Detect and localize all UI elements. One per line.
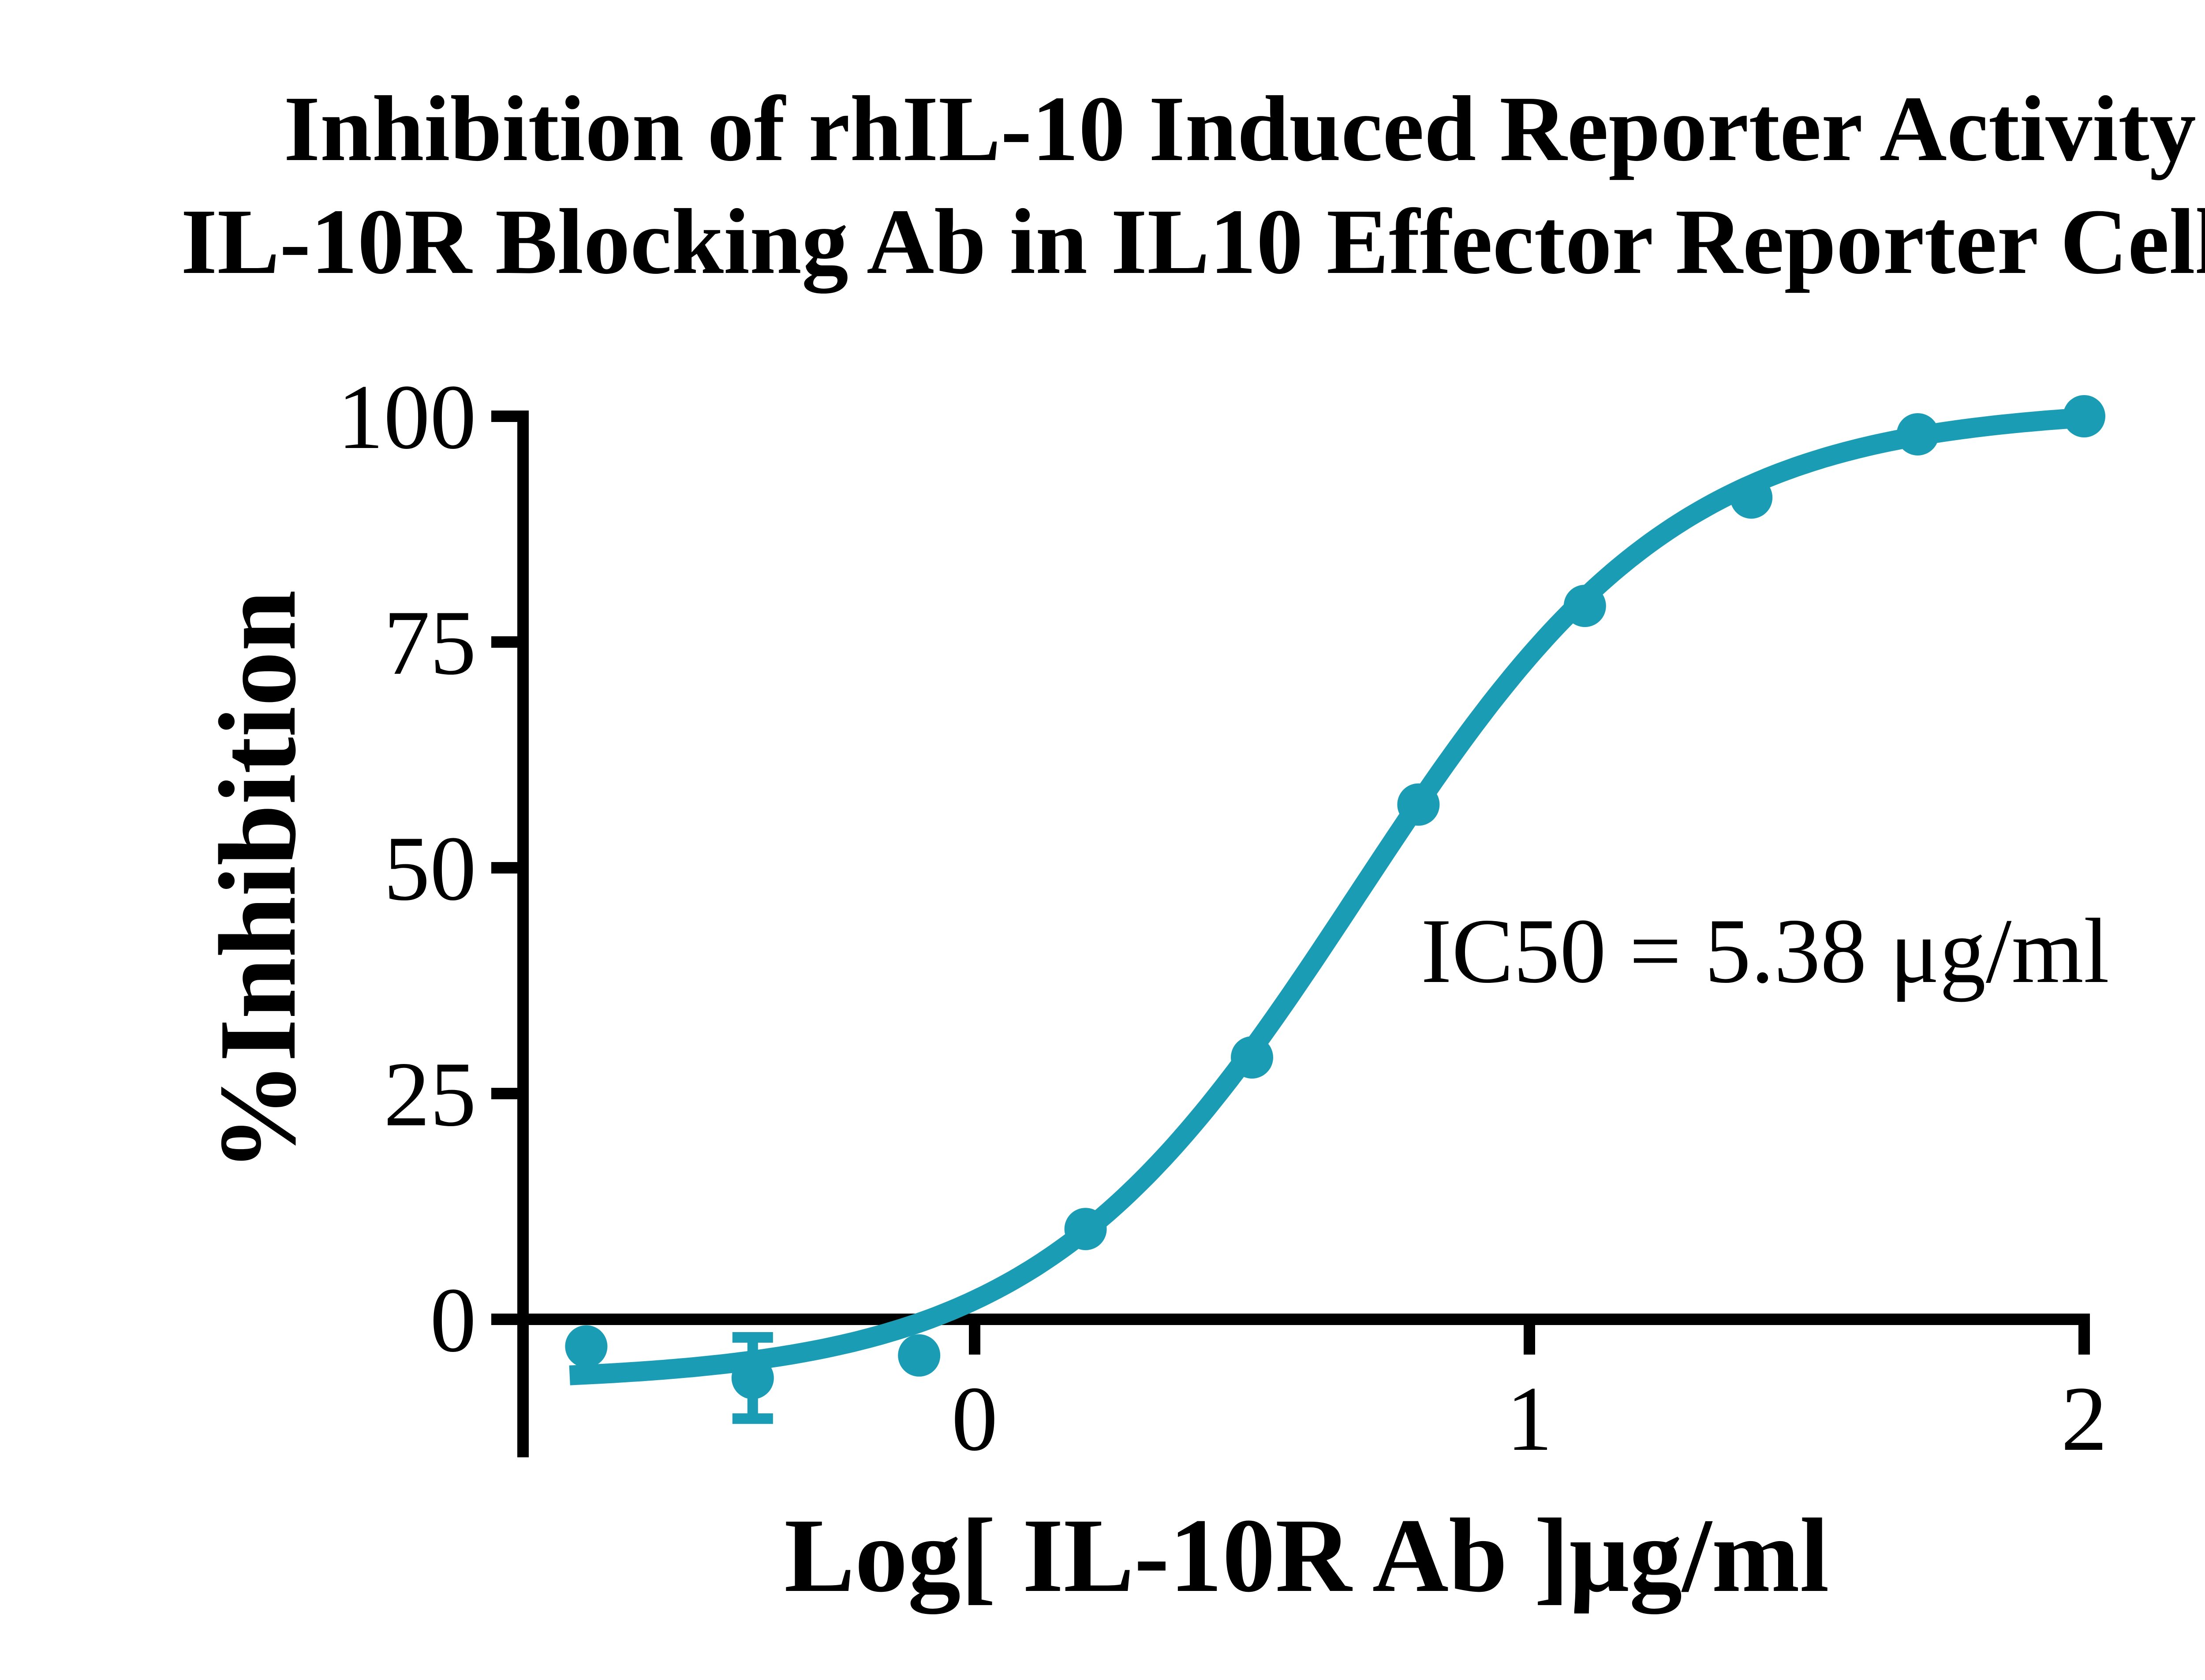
data-point — [1730, 476, 1773, 519]
data-point — [1397, 783, 1440, 826]
chart-title-line1: Inhibition of rhIL-10 Induced Reporter A… — [284, 77, 2205, 180]
plot-area: 0 25 50 75 100 0 1 2 — [337, 366, 2108, 1470]
y-tick-label: 0 — [430, 1269, 476, 1371]
data-point — [565, 1325, 608, 1368]
x-tick-label: 2 — [2061, 1368, 2108, 1470]
data-point — [731, 1357, 774, 1400]
y-tick-label: 100 — [337, 366, 476, 468]
ic50-annotation: IC50 = 5.38 μg/ml — [1421, 900, 2109, 1002]
y-tick-label: 25 — [384, 1043, 476, 1146]
y-axis-title: %Inhibition — [197, 590, 319, 1172]
data-point — [1064, 1208, 1107, 1251]
data-point — [2063, 395, 2105, 437]
y-tick-label: 50 — [384, 818, 476, 920]
x-tick-label: 1 — [1506, 1368, 1553, 1470]
data-point — [898, 1334, 941, 1377]
x-tick-label: 0 — [952, 1368, 998, 1470]
data-point — [1896, 413, 1939, 455]
y-tick-label: 75 — [384, 592, 476, 694]
data-point — [1563, 585, 1606, 627]
data-point — [1231, 1036, 1273, 1079]
chart-title-line2: IL-10R Blocking Ab in IL10 Effector Repo… — [181, 190, 2205, 294]
x-axis-title: Log[ IL-10R Ab ]μg/ml — [784, 1497, 1829, 1614]
fit-curve — [565, 407, 2089, 1385]
